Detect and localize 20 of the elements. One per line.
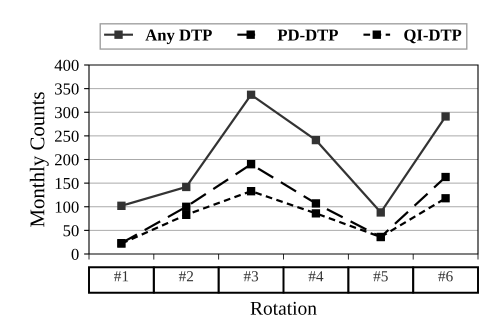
x-tick-label: #1: [114, 271, 128, 282]
y-tick-label: 100: [56, 201, 79, 213]
y-tick-label: 250: [55, 130, 79, 142]
y-tick-label: 150: [56, 178, 79, 190]
legend-label: Any DTP: [145, 30, 212, 44]
y-tick-label: 0: [72, 248, 79, 260]
y-tick-label: 300: [55, 106, 79, 118]
x-axis-title: Rotation: [250, 302, 317, 315]
y-tick-label: 400: [54, 60, 79, 71]
x-tick-label: #3: [244, 271, 258, 282]
x-tick-label: #6: [438, 271, 453, 282]
x-tick-label: #2: [178, 271, 194, 282]
legend-label: QI-DTP: [404, 29, 462, 44]
legend-label: PD-DTP: [278, 30, 338, 41]
y-axis-title: Monthly Counts: [30, 92, 49, 227]
x-tick-label: #5: [373, 271, 388, 282]
y-tick-label: 200: [55, 154, 79, 166]
y-tick-label: 350: [55, 83, 79, 95]
y-tick-label: 50: [64, 225, 79, 236]
x-tick-label: #4: [308, 271, 324, 282]
